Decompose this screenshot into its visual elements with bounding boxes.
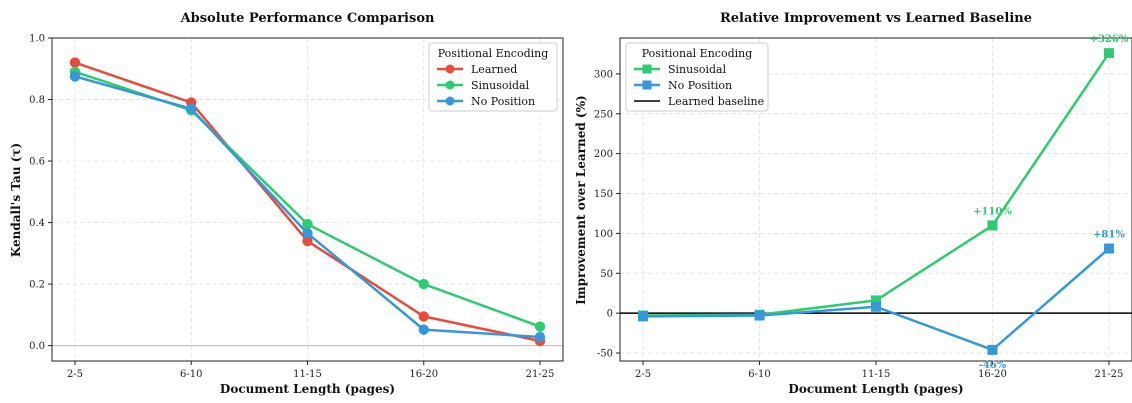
data-point — [871, 295, 881, 306]
legend-label: Learned baseline — [668, 95, 764, 108]
legend-label: No Position — [471, 95, 535, 108]
data-point — [987, 220, 998, 231]
data-point — [302, 218, 313, 230]
data-label: +110% — [973, 206, 1012, 217]
y-tick-label: 0.8 — [29, 95, 45, 106]
data-point — [418, 324, 429, 335]
y-tick-label: 0.0 — [29, 341, 45, 352]
y-axis-label: Kendall's Tau (τ) — [9, 143, 23, 257]
data-point — [1103, 48, 1114, 59]
y-tick-label: 0 — [607, 309, 613, 320]
data-point — [69, 71, 81, 82]
x-tick-label: 2-5 — [635, 369, 651, 380]
series-no-position — [69, 71, 546, 343]
chart-title: Absolute Performance Comparison — [180, 11, 435, 26]
legend-marker — [445, 80, 455, 90]
chart-panel-1: Absolute Performance Comparison 0.0 0.2 0.4… — [9, 11, 564, 396]
x-tick-label: 16-20 — [978, 369, 1007, 380]
data-point — [69, 57, 81, 68]
data-point — [1103, 243, 1114, 254]
data-point — [186, 103, 197, 114]
y-tick-label: 250 — [594, 109, 613, 120]
legend-label: No Position — [668, 79, 732, 92]
legend-marker — [642, 80, 652, 90]
x-tick-label: 6-10 — [748, 369, 770, 380]
x-tick-label: 6-10 — [180, 369, 202, 380]
x-tick-label: 21-25 — [1095, 369, 1124, 380]
data-label: -46% — [979, 360, 1007, 371]
data-point — [534, 331, 546, 343]
y-tick-label: 0.2 — [29, 280, 45, 291]
y-tick-label: 300 — [594, 69, 613, 80]
legend-title: Positional Encoding — [642, 47, 753, 60]
legend: Positional Encoding Learned Sinusoidal No P… — [428, 42, 558, 112]
legend-marker — [642, 64, 652, 74]
y-axis-label: Improvement over Learned (%) — [574, 95, 588, 304]
x-tick-label: 21-25 — [526, 369, 555, 380]
y-tick-label: -50 — [597, 349, 613, 360]
chart-panel-2: Relative Improvement vs Learned Baseline… — [574, 11, 1132, 396]
y-tick-label: 100 — [594, 229, 613, 240]
legend-box — [428, 42, 558, 112]
y-tick-label: 1.0 — [29, 34, 45, 45]
chart-title: Relative Improvement vs Learned Baseline — [720, 11, 1032, 26]
y-tick-label: 200 — [594, 149, 613, 160]
legend-label: Learned — [471, 63, 517, 76]
x-tick-label: 16-20 — [409, 369, 438, 380]
x-tick-label: 2-5 — [67, 369, 83, 380]
data-point — [638, 311, 649, 322]
legend-box — [625, 42, 769, 112]
data-point — [534, 321, 546, 332]
data-label: +326% — [1090, 34, 1129, 45]
legend: Positional Encoding Sinusoidal No Position… — [625, 42, 769, 112]
y-tick-label: 0.6 — [29, 157, 45, 168]
data-point — [418, 311, 429, 322]
legend-marker — [445, 64, 455, 74]
legend-marker — [445, 96, 455, 106]
data-point — [754, 310, 765, 321]
data-point — [302, 235, 313, 247]
legend-label: Sinusoidal — [668, 63, 727, 76]
y-tick-label: 0.4 — [29, 218, 45, 229]
legend-label: Sinusoidal — [471, 79, 530, 92]
x-axis-label: Document Length (pages) — [788, 382, 963, 396]
legend-title: Positional Encoding — [438, 47, 549, 60]
data-label: +81% — [1093, 230, 1125, 241]
data-point — [418, 278, 429, 290]
y-tick-label: 150 — [594, 189, 613, 200]
x-axis-label: Document Length (pages) — [220, 382, 395, 396]
data-point — [987, 344, 998, 355]
y-tick-label: 50 — [600, 269, 613, 280]
x-tick-label: 11-15 — [293, 369, 322, 380]
x-tick-label: 11-15 — [862, 369, 891, 380]
series-no-position — [638, 243, 1114, 355]
data-point — [302, 228, 313, 239]
data-point — [871, 301, 881, 312]
